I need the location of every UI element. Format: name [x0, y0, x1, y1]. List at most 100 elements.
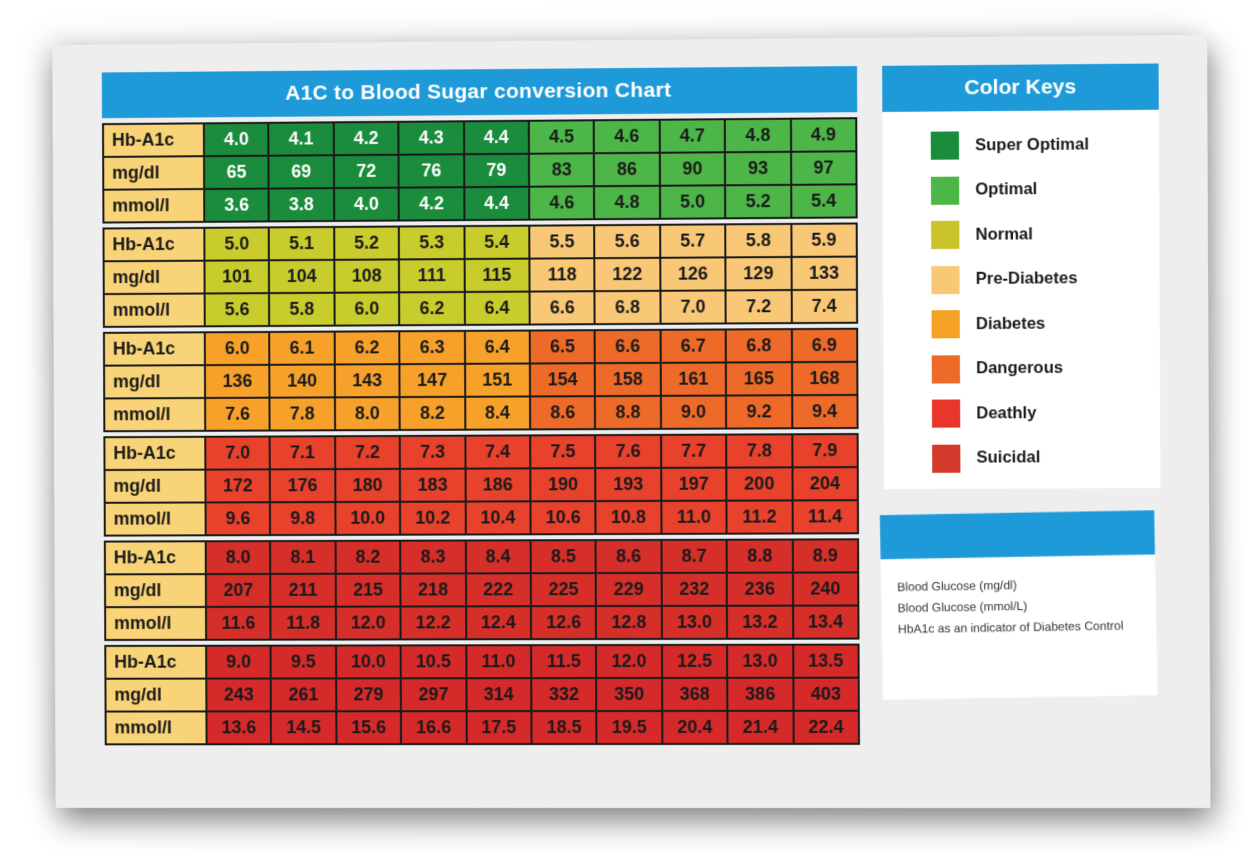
- value-cell: 186: [466, 469, 530, 501]
- value-cell: 97: [791, 152, 856, 184]
- legend-label: Diabetes: [975, 314, 1046, 333]
- value-cell: 9.6: [206, 503, 270, 535]
- value-cell: 5.0: [660, 186, 725, 218]
- value-cell: 8.7: [662, 540, 726, 572]
- chart-blocks: Hb-A1c 4.0 4.1 4.2 4.3 4.4 4.5 4.6 4.7 4.8 4.9 mg/d…: [102, 117, 860, 746]
- value-cell: 147: [400, 364, 464, 397]
- legend-list: Super Optimal Optimal Normal Pre-Diabetes Di…: [882, 110, 1160, 481]
- legend-item: Pre-Diabetes: [931, 256, 1159, 302]
- value-cell: 7.6: [206, 398, 269, 430]
- value-cell: 8.5: [531, 541, 596, 573]
- value-cell: 8.2: [336, 541, 400, 573]
- value-cell: 20.4: [663, 711, 727, 743]
- value-cell: 79: [464, 154, 529, 187]
- value-cell: 12.5: [662, 645, 727, 677]
- value-cell: 6.4: [465, 292, 529, 324]
- value-cell: 140: [270, 365, 334, 397]
- value-cell: 13.0: [662, 606, 727, 638]
- value-cell: 6.6: [530, 292, 594, 324]
- value-cell: 4.1: [269, 123, 333, 155]
- value-cell: 122: [595, 258, 660, 291]
- value-cell: 126: [661, 258, 725, 290]
- value-cell: 350: [597, 678, 662, 711]
- value-cell: 8.0: [206, 542, 270, 574]
- value-cell: 93: [726, 152, 790, 185]
- value-cell: 11.5: [532, 646, 596, 678]
- value-cell: 12.8: [597, 606, 661, 639]
- value-cell: 4.6: [595, 120, 659, 153]
- value-cell: 243: [207, 679, 271, 711]
- value-cell: 215: [336, 574, 400, 606]
- value-cell: 7.6: [596, 435, 660, 468]
- value-cell: 8.3: [401, 541, 465, 573]
- chart-poster: A1C to Blood Sugar conversion Chart Hb-A…: [52, 34, 1211, 809]
- value-cell: 297: [401, 679, 466, 711]
- value-cell: 7.1: [271, 437, 335, 469]
- value-cell: 4.5: [529, 121, 594, 153]
- value-cell: 161: [661, 363, 726, 395]
- value-cell: 8.8: [596, 396, 660, 429]
- value-cell: 9.5: [271, 646, 335, 678]
- value-cell: 5.2: [726, 185, 790, 218]
- chart-block: Hb-A1c 8.0 8.1 8.2 8.3 8.4 8.5 8.6 8.7 8.8 8.9 mg/d…: [103, 538, 860, 641]
- value-cell: 8.6: [596, 540, 661, 573]
- value-cell: 211: [271, 574, 335, 606]
- value-cell: 386: [728, 678, 793, 710]
- value-cell: 200: [727, 468, 792, 500]
- value-cell: 8.1: [271, 541, 335, 573]
- value-cell: 136: [205, 365, 269, 397]
- value-cell: 11.0: [466, 646, 531, 678]
- value-cell: 6.4: [465, 331, 529, 363]
- value-cell: 6.5: [530, 331, 595, 363]
- color-swatch-icon: [931, 265, 960, 294]
- value-cell: 8.2: [400, 397, 464, 429]
- value-cell: 4.0: [204, 123, 268, 156]
- value-cell: 7.9: [792, 435, 857, 467]
- chart-block: Hb-A1c 9.0 9.5 10.0 10.5 11.0 11.5 12.0 12.5 13.0…: [104, 643, 860, 746]
- value-cell: 10.5: [401, 646, 466, 678]
- value-cell: 279: [336, 679, 401, 711]
- row-label: mmol/l: [106, 712, 206, 744]
- value-cell: 4.4: [464, 187, 529, 220]
- value-cell: 7.0: [206, 437, 270, 469]
- value-cell: 16.6: [402, 712, 466, 744]
- color-swatch-icon: [932, 444, 961, 473]
- value-cell: 129: [726, 257, 791, 290]
- value-cell: 240: [793, 573, 858, 605]
- value-cell: 225: [531, 574, 596, 606]
- value-cell: 108: [335, 260, 399, 292]
- conversion-chart: A1C to Blood Sugar conversion Chart Hb-A…: [101, 66, 860, 749]
- value-cell: 232: [662, 573, 727, 605]
- value-cell: 5.0: [205, 228, 269, 260]
- value-cell: 5.8: [270, 293, 334, 325]
- value-cell: 5.2: [334, 227, 399, 259]
- value-cell: 8.0: [335, 398, 399, 430]
- value-cell: 236: [727, 573, 792, 605]
- value-cell: 12.6: [531, 607, 596, 639]
- chart-block: Hb-A1c 4.0 4.1 4.2 4.3 4.4 4.5 4.6 4.7 4.8 4.9 mg/d…: [102, 117, 858, 224]
- row-label: Hb-A1c: [106, 646, 206, 678]
- value-cell: 7.0: [661, 291, 725, 323]
- value-cell: 5.5: [530, 226, 594, 258]
- value-cell: 7.2: [335, 436, 400, 469]
- value-cell: 5.8: [726, 224, 791, 257]
- value-cell: 368: [662, 678, 727, 710]
- row-label: Hb-A1c: [105, 437, 205, 470]
- value-cell: 19.5: [597, 711, 662, 744]
- value-cell: 332: [532, 679, 596, 711]
- value-cell: 193: [596, 468, 661, 501]
- value-cell: 11.8: [271, 607, 335, 639]
- value-cell: 13.2: [728, 606, 792, 638]
- value-cell: 4.4: [464, 121, 528, 154]
- value-cell: 6.8: [595, 291, 660, 324]
- value-cell: 151: [465, 364, 530, 396]
- chart-block: Hb-A1c 6.0 6.1 6.2 6.3 6.4 6.5 6.6 6.7 6.8 6.9 mg/d…: [102, 327, 859, 433]
- row-label: Hb-A1c: [104, 333, 204, 365]
- value-cell: 4.8: [725, 119, 790, 152]
- row-label: mg/dl: [105, 470, 205, 502]
- value-cell: 5.7: [660, 225, 725, 257]
- value-cell: 9.8: [271, 503, 335, 535]
- value-cell: 69: [269, 156, 333, 188]
- value-cell: 9.4: [792, 395, 857, 428]
- legend-item: Normal: [931, 211, 1159, 257]
